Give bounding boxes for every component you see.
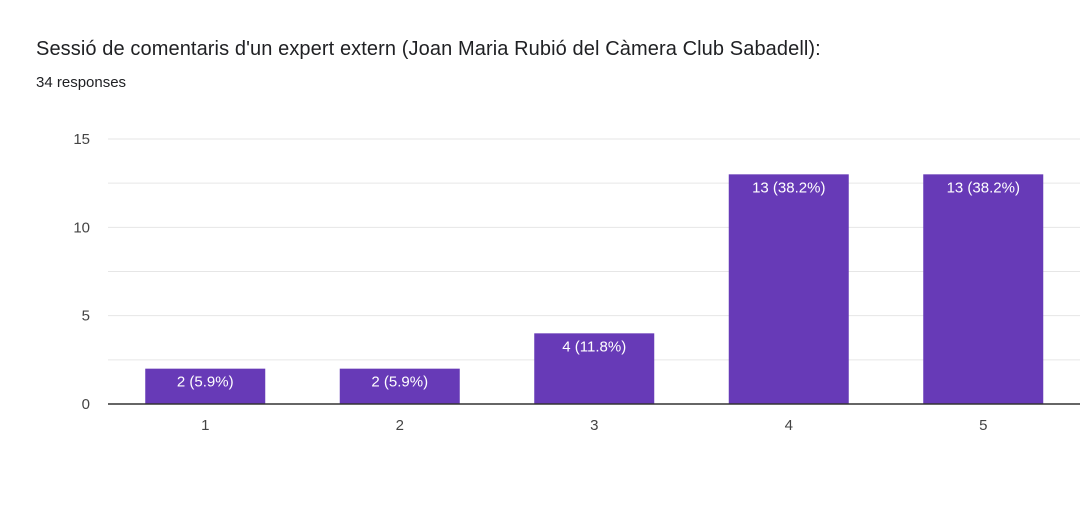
- bar-data-label: 4 (11.8%): [562, 338, 626, 355]
- x-tick-label: 5: [979, 417, 987, 434]
- bar: [728, 174, 849, 404]
- y-axis-ticks: 0 5 10 15: [73, 131, 90, 413]
- y-tick-label: 0: [82, 396, 90, 413]
- x-tick-label: 1: [201, 417, 209, 434]
- bar-data-label: 2 (5.9%): [177, 374, 234, 391]
- y-tick-label: 5: [82, 308, 90, 325]
- x-tick-label: 3: [590, 417, 598, 434]
- bars: 2 (5.9%) 2 (5.9%) 4 (11.8%) 13 (38.2%) 13 (3…: [145, 174, 1044, 404]
- bar-data-label: 2 (5.9%): [371, 374, 428, 391]
- bar-data-label: 13 (38.2%): [752, 179, 825, 196]
- y-tick-label: 10: [73, 219, 90, 236]
- response-count: 34 responses: [36, 74, 127, 91]
- bar: [534, 333, 655, 404]
- bar: [145, 368, 266, 404]
- bar: [923, 174, 1044, 404]
- chart-title: Sessió de comentaris d'un expert extern …: [36, 38, 821, 60]
- bar-data-label: 13 (38.2%): [947, 179, 1020, 196]
- x-tick-label: 4: [785, 417, 793, 434]
- x-tick-label: 2: [396, 417, 404, 434]
- x-axis-ticks: 1 2 3 4 5: [201, 417, 987, 434]
- bar: [339, 368, 460, 404]
- y-tick-label: 15: [73, 131, 90, 148]
